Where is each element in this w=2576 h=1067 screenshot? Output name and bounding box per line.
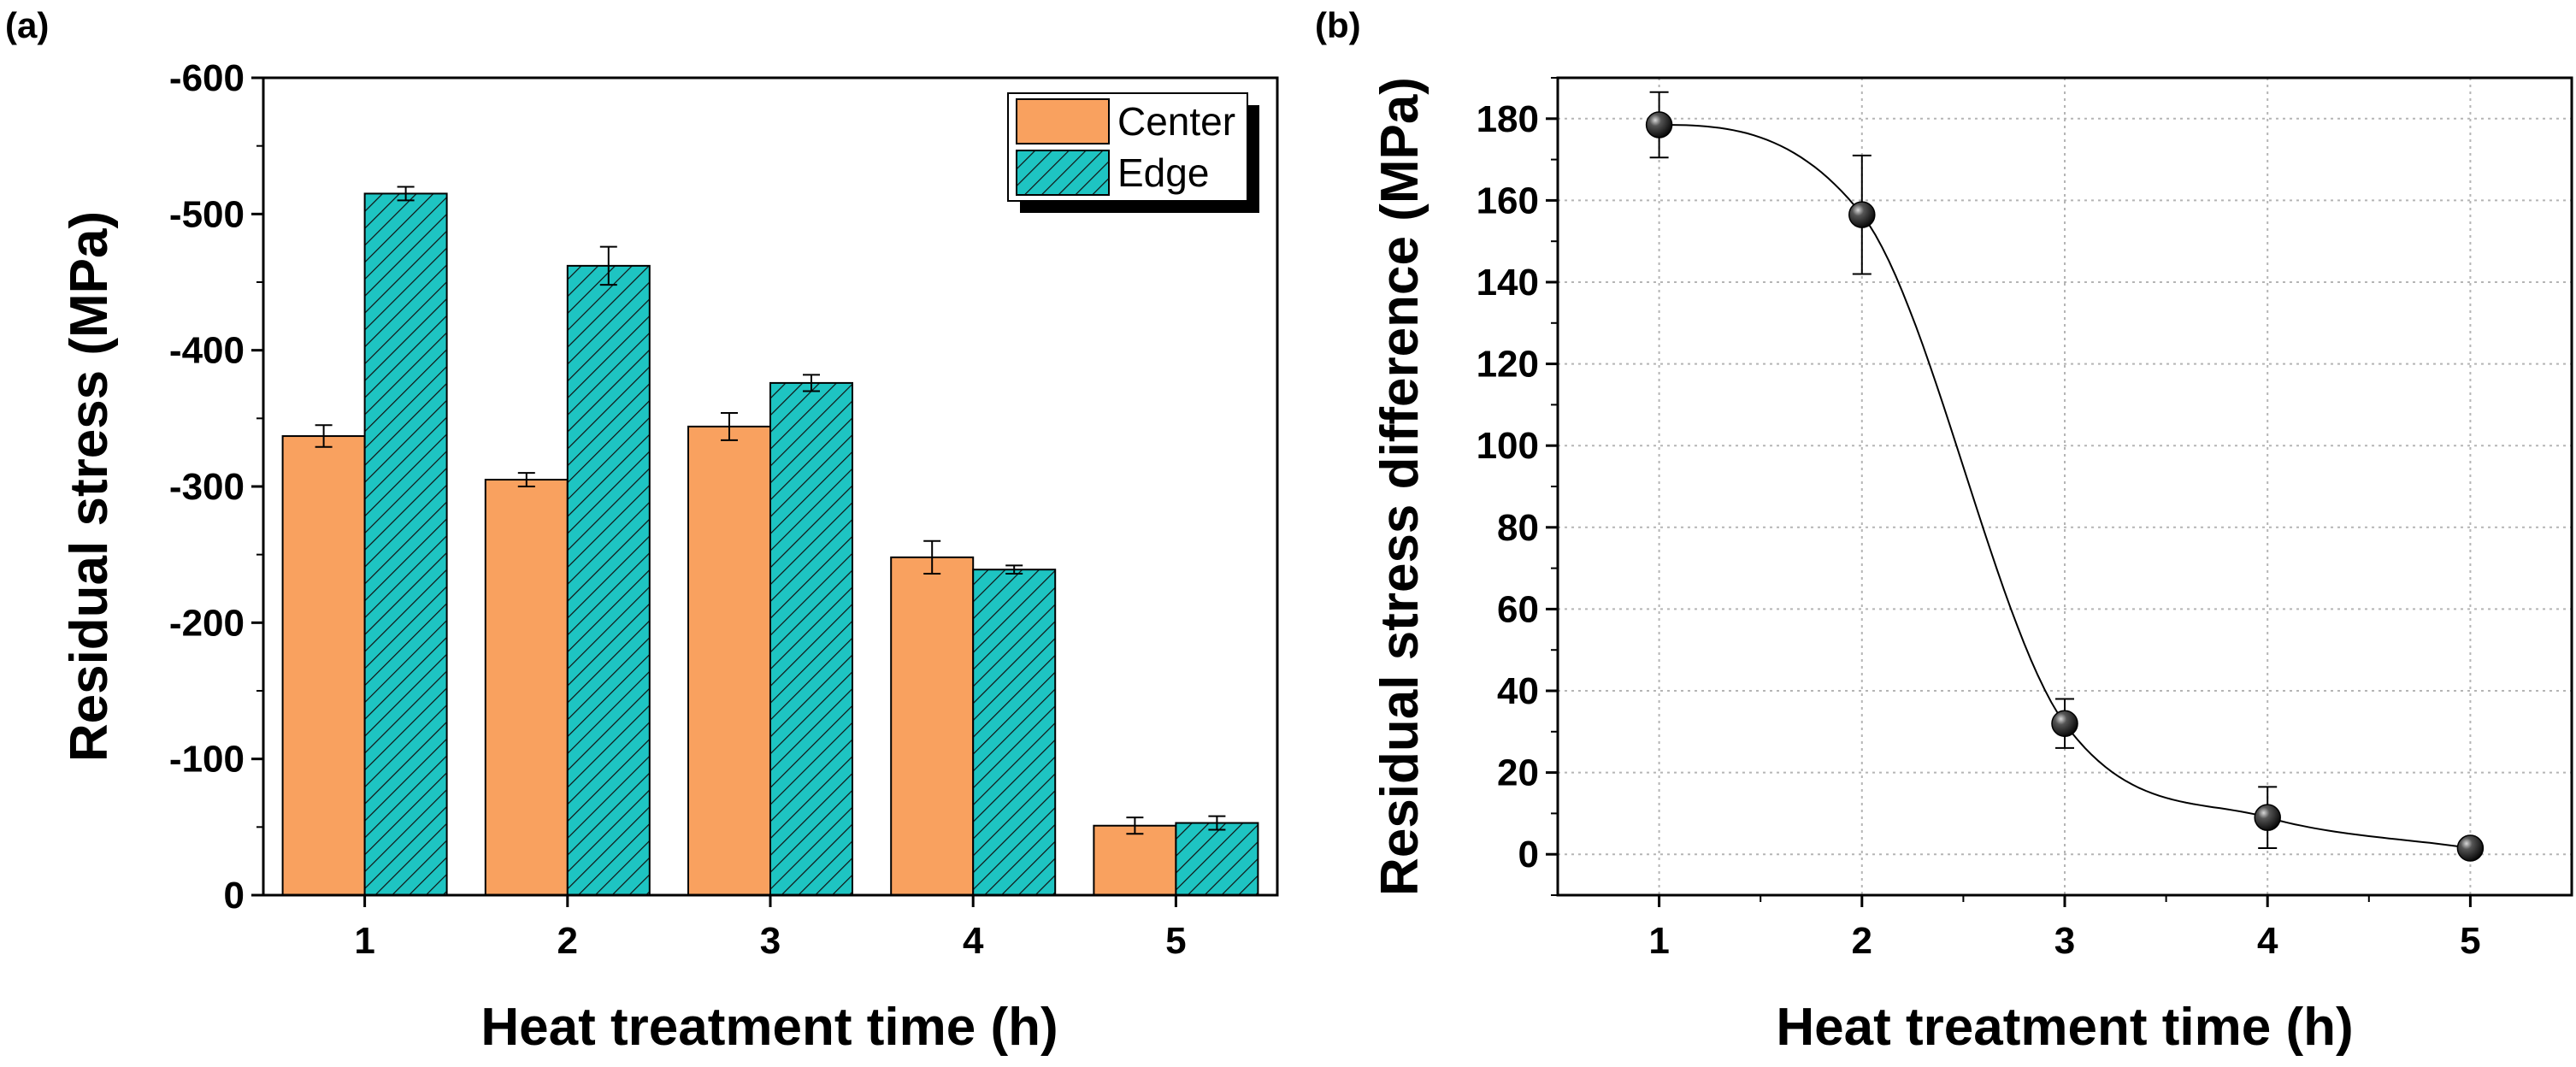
y-tick-label: 20	[1497, 752, 1539, 794]
data-point-2	[1848, 201, 1876, 228]
x-tick-label: 4	[2257, 920, 2278, 962]
legend-swatch-center	[1016, 98, 1110, 144]
y-tick-label: -600	[169, 57, 245, 99]
y-tick-label: -400	[169, 330, 245, 372]
y-tick-label: 140	[1477, 262, 1539, 304]
x-tick-label: 2	[1852, 920, 1872, 962]
data-point-5	[2456, 834, 2485, 862]
y-tick-label: 0	[224, 875, 245, 917]
bar-center-5	[1093, 824, 1177, 896]
y-tick-label: 0	[1518, 834, 1539, 875]
x-tick-label: 4	[963, 920, 984, 962]
x-tick-label: 3	[760, 920, 781, 962]
x-axis-title: Heat treatment time (h)	[1776, 998, 2353, 1057]
y-tick-label: 160	[1477, 180, 1539, 221]
x-tick-label: 3	[2054, 920, 2075, 962]
y-tick-label: -300	[169, 466, 245, 508]
bar-center-1	[281, 435, 366, 896]
data-point-4	[2254, 804, 2281, 831]
error-bar-edge-5	[1208, 815, 1226, 831]
bar-center-3	[687, 425, 771, 897]
bar-center-4	[890, 556, 975, 896]
y-axis-title: Residual stress difference (MPa)	[1371, 77, 1429, 896]
scatter-chart-panel: (b) 0 20 40 60 80 100 120 140 160 180 1 2 3 4 5 Heat …	[1315, 5, 2573, 1057]
y-tick-label: -100	[169, 739, 245, 781]
error-bar-center-1	[315, 424, 333, 448]
y-tick-label: 180	[1477, 98, 1539, 140]
error-bar-edge-3	[803, 374, 820, 392]
y-tick-label: -500	[169, 193, 245, 235]
legend-label-center: Center	[1117, 99, 1235, 144]
data-point-3	[2051, 710, 2078, 737]
bars	[281, 192, 1259, 897]
error-bar-center-4	[923, 539, 941, 575]
x-tick-label: 5	[1165, 920, 1186, 962]
bar-center-2	[484, 479, 569, 896]
legend: Center Edge	[1007, 92, 1259, 213]
panel-label-a: (a)	[5, 5, 49, 45]
error-bar-center-2	[517, 472, 535, 487]
x-tick-label: 2	[557, 920, 578, 962]
x-axis-title: Heat treatment time (h)	[480, 998, 1058, 1057]
x-axis-ticks: 1 2 3 4 5	[354, 895, 1187, 962]
y-axis-ticks: 0 20 40 60 80 100 120 140 160 180	[1477, 77, 1558, 896]
error-bar-center-3	[721, 411, 738, 441]
error-bar-center-5	[1126, 816, 1144, 835]
bar-chart-panel: (a) 0 -100 -200 -300 -400 -500 -600 1 2 3 4 5 Heat…	[5, 5, 1279, 1057]
bar-edge-4	[972, 569, 1057, 897]
y-axis-ticks: 0 -100 -200 -300 -400 -500 -600	[169, 57, 263, 917]
error-bar-edge-4	[1005, 564, 1023, 575]
error-bar-edge-1	[397, 186, 415, 202]
error-bars	[315, 186, 1226, 835]
y-tick-label: 60	[1497, 588, 1539, 630]
y-tick-label: 120	[1477, 344, 1539, 386]
panel-label-b: (b)	[1315, 5, 1361, 45]
bar-edge-5	[1175, 822, 1259, 897]
legend-label-edge: Edge	[1117, 150, 1209, 195]
x-tick-label: 1	[354, 920, 374, 962]
y-axis-title: Residual stress (MPa)	[60, 211, 119, 762]
bar-edge-1	[363, 192, 448, 896]
error-bar-edge-2	[599, 245, 617, 286]
x-tick-label: 1	[1648, 920, 1669, 962]
error-bars	[1649, 91, 2480, 858]
data-point-1	[1645, 111, 1673, 139]
y-tick-label: -200	[169, 602, 245, 644]
y-tick-label: 80	[1497, 507, 1539, 549]
data-points	[1645, 111, 2485, 862]
bar-edge-2	[566, 264, 651, 896]
legend-swatch-edge	[1016, 150, 1110, 196]
y-tick-label: 40	[1497, 670, 1539, 712]
y-tick-label: 100	[1477, 425, 1539, 467]
x-axis-ticks: 1 2 3 4 5	[1648, 895, 2481, 962]
bar-edge-3	[769, 381, 853, 896]
grid-lines	[1558, 78, 2572, 895]
x-tick-label: 5	[2460, 920, 2480, 962]
